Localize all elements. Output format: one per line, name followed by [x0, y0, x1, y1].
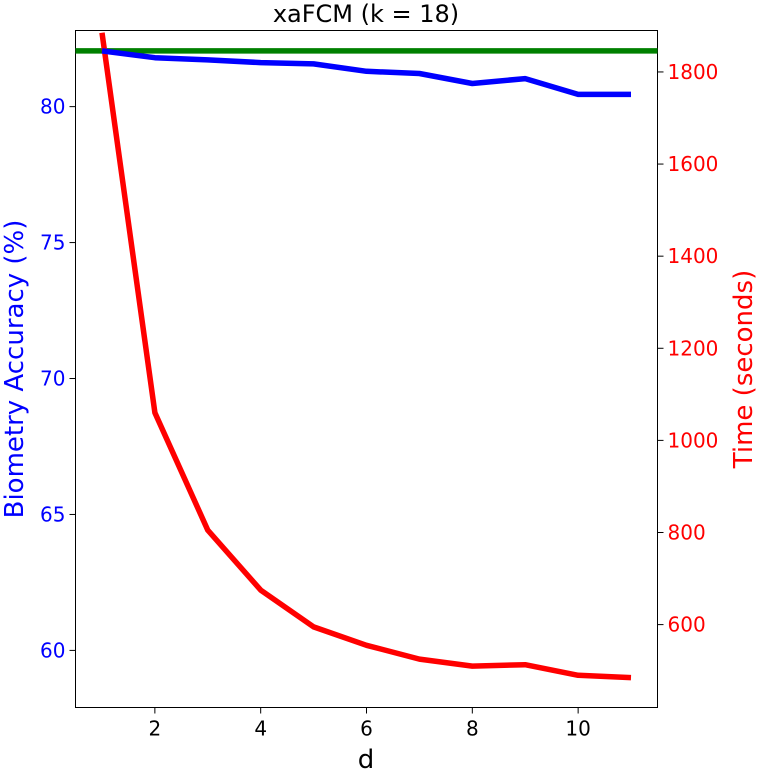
y-right-tick-label: 1000 [668, 428, 719, 452]
y-axis-label-right: Time (seconds) [729, 270, 758, 469]
y-left-tick-label: 65 [40, 502, 65, 526]
y-right-tick-label: 800 [668, 520, 706, 544]
y-left-tick-label: 70 [40, 367, 65, 391]
x-tick-label: 4 [254, 717, 267, 741]
y-right-tick-label: 600 [668, 613, 706, 637]
y-axis-label-left: Biometry Accuracy (%) [0, 220, 30, 519]
y-right-tick-label: 1400 [668, 244, 719, 268]
y-right-tick-label: 1200 [668, 336, 719, 360]
y-right-tick-label: 1600 [668, 152, 719, 176]
x-tick-label: 6 [360, 717, 373, 741]
x-tick-label: 10 [565, 717, 590, 741]
time-series-line [99, 32, 632, 681]
x-axis-label: d [358, 745, 375, 770]
y-left-tick-label: 75 [40, 231, 65, 255]
x-tick-label: 2 [148, 717, 161, 741]
y-right-tick-label: 1800 [668, 60, 719, 84]
plot-area [75, 30, 658, 708]
accuracy-series-line [101, 48, 631, 98]
x-tick-label: 8 [466, 717, 479, 741]
y-left-tick-label: 60 [40, 638, 65, 662]
y-left-tick-label: 80 [40, 95, 65, 119]
chart-title: xaFCM (k = 18) [273, 0, 459, 28]
